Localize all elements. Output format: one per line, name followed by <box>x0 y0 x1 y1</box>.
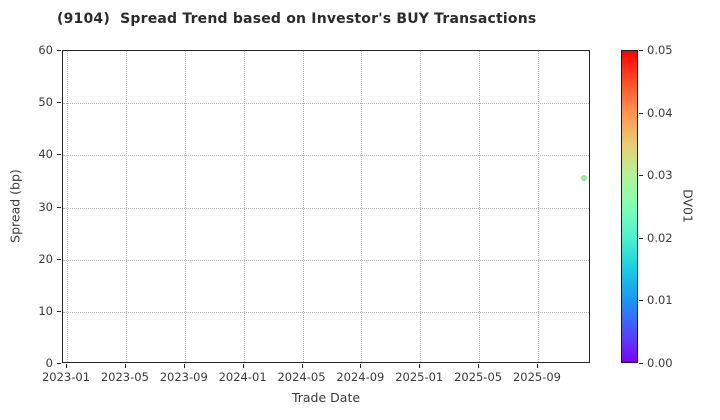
colorbar-tickmark <box>639 363 643 364</box>
y-tick-label: 30 <box>38 199 53 214</box>
x-tickmark <box>124 364 126 368</box>
y-tick-label: 0 <box>45 356 53 370</box>
x-gridline <box>302 51 304 362</box>
y-tickmark <box>57 50 61 51</box>
x-gridline <box>479 51 481 362</box>
y-tickmark <box>57 154 61 156</box>
y-tick-label: 60 <box>38 43 53 57</box>
x-gridline <box>125 51 127 362</box>
y-gridline <box>63 103 589 105</box>
x-tickmark <box>478 364 480 368</box>
y-tick-label: 50 <box>38 95 53 110</box>
colorbar-tick-label: 0.05 <box>647 43 673 57</box>
data-point <box>581 175 588 182</box>
y-gridline <box>63 155 589 157</box>
x-gridline <box>184 51 186 362</box>
x-tick-label: 2024-09 <box>336 370 385 384</box>
x-tickmark <box>242 364 244 368</box>
colorbar-tickmark <box>639 112 643 114</box>
colorbar-tickmark <box>639 237 643 239</box>
colorbar-tickmark <box>639 300 643 302</box>
x-gridline <box>67 51 68 362</box>
colorbar-tick-label: 0.04 <box>647 105 673 120</box>
plot-area <box>62 50 590 363</box>
x-tick-label: 2025-09 <box>512 370 562 384</box>
x-tickmark <box>66 364 67 368</box>
y-axis-label: Spread (bp) <box>7 169 23 243</box>
x-tickmark <box>360 364 362 368</box>
colorbar-tick-label: 0.02 <box>647 230 673 245</box>
y-tickmark <box>57 258 61 260</box>
y-gridline <box>63 259 589 261</box>
colorbar-tickmark <box>639 50 643 51</box>
y-gridline <box>63 311 589 313</box>
colorbar <box>621 50 638 363</box>
y-tick-label: 10 <box>38 303 53 318</box>
x-tick-label: 2024-05 <box>277 370 326 384</box>
x-tickmark <box>301 364 303 368</box>
y-tickmark <box>57 206 61 208</box>
x-tick-label: 2025-01 <box>395 370 444 384</box>
x-axis-label: Trade Date <box>291 390 361 405</box>
y-gridline <box>63 207 589 209</box>
colorbar-tickmark <box>639 175 643 177</box>
x-tickmark <box>536 364 538 368</box>
chart-title: (9104) Spread Trend based on Investor's … <box>57 11 537 27</box>
y-tickmark <box>57 310 61 312</box>
colorbar-label: DV01 <box>680 189 696 223</box>
x-gridline <box>243 51 245 362</box>
y-tickmark <box>57 102 61 104</box>
x-tick-label: 2023-09 <box>159 370 208 384</box>
x-tickmark <box>183 364 185 368</box>
x-tickmark <box>419 364 421 368</box>
x-tick-label: 2023-01 <box>41 370 91 384</box>
y-tickmark <box>57 363 61 364</box>
x-tick-label: 2025-05 <box>454 370 503 384</box>
colorbar-tick-label: 0.00 <box>647 356 673 370</box>
y-tick-label: 40 <box>38 147 53 162</box>
x-tick-label: 2024-01 <box>218 370 267 384</box>
x-gridline <box>361 51 363 362</box>
x-tick-label: 2023-05 <box>100 370 149 384</box>
colorbar-tick-label: 0.01 <box>647 293 673 308</box>
y-tick-label: 20 <box>38 251 53 266</box>
colorbar-tick-label: 0.03 <box>647 168 673 183</box>
x-gridline <box>537 51 539 362</box>
x-gridline <box>420 51 422 362</box>
